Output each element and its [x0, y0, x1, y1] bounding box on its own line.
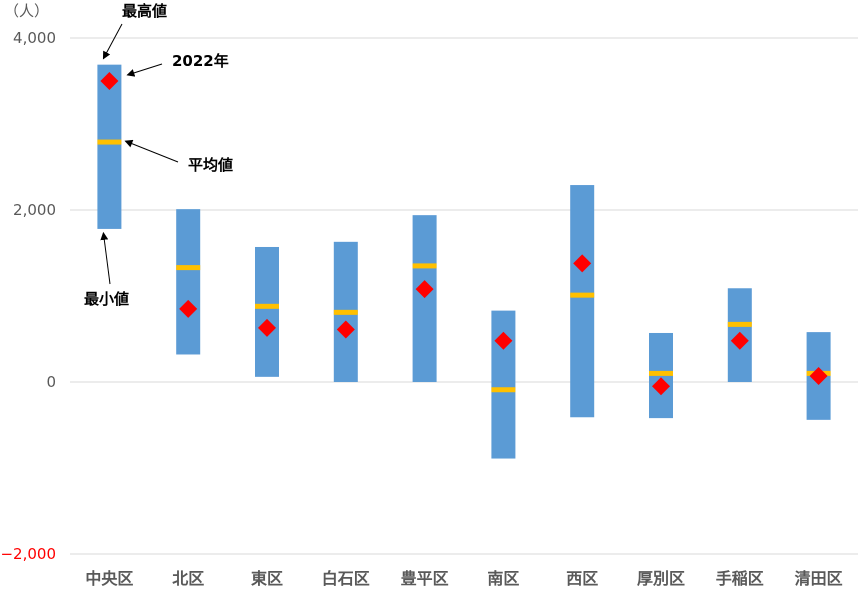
mean-marker: [333, 309, 358, 315]
x-category-label: 南区: [487, 569, 519, 588]
x-category-label: 北区: [172, 569, 204, 588]
y-tick-label: 4,000: [13, 29, 56, 47]
y-tick-label: 2,000: [13, 201, 56, 219]
annotation-label: 最高値: [122, 2, 167, 20]
annotation-arrow: [126, 63, 163, 77]
y-tick-label: 0: [46, 373, 56, 391]
x-category-label: 清田区: [795, 569, 843, 588]
mean-marker: [412, 263, 437, 269]
range-bar: [570, 185, 595, 418]
range-bar: [97, 64, 122, 229]
year-2022-marker: [652, 377, 670, 396]
range-bar: [412, 215, 437, 382]
x-category-label: 東区: [251, 569, 283, 588]
range-bar: [255, 246, 279, 377]
year-2022-marker: [809, 366, 828, 385]
x-category-label: 白石区: [322, 569, 370, 588]
x-category-label: 豊平区: [401, 569, 449, 588]
year-2022-marker: [730, 331, 749, 350]
mean-marker: [255, 303, 279, 309]
annotation-label: 最小値: [84, 290, 129, 308]
mean-marker: [491, 387, 516, 393]
mean-marker: [570, 292, 595, 298]
mean-marker: [649, 370, 673, 376]
year-2022-marker: [179, 299, 198, 318]
x-category-label: 厚別区: [637, 569, 685, 588]
mean-marker: [97, 139, 122, 145]
mean-marker: [176, 265, 201, 271]
mean-marker: [727, 321, 752, 327]
y-unit-label: （人）: [4, 2, 49, 20]
y-tick-label: −2,000: [0, 545, 56, 563]
annotation-label: 2022年: [172, 52, 229, 70]
x-category-label: 中央区: [85, 569, 133, 588]
year-2022-marker: [415, 280, 434, 299]
year-2022-marker: [258, 318, 276, 337]
annotation-arrow: [124, 139, 179, 163]
year-2022-marker: [100, 72, 119, 90]
annotation-arrow: [102, 23, 123, 60]
x-category-label: 手稲区: [716, 569, 764, 588]
range-bar: [176, 209, 201, 355]
year-2022-marker: [336, 320, 355, 339]
year-2022-marker: [494, 331, 513, 350]
year-2022-marker: [573, 254, 592, 273]
annotation-arrow: [100, 231, 111, 285]
annotation-label: 平均値: [188, 156, 233, 174]
x-category-label: 西区: [566, 569, 598, 588]
